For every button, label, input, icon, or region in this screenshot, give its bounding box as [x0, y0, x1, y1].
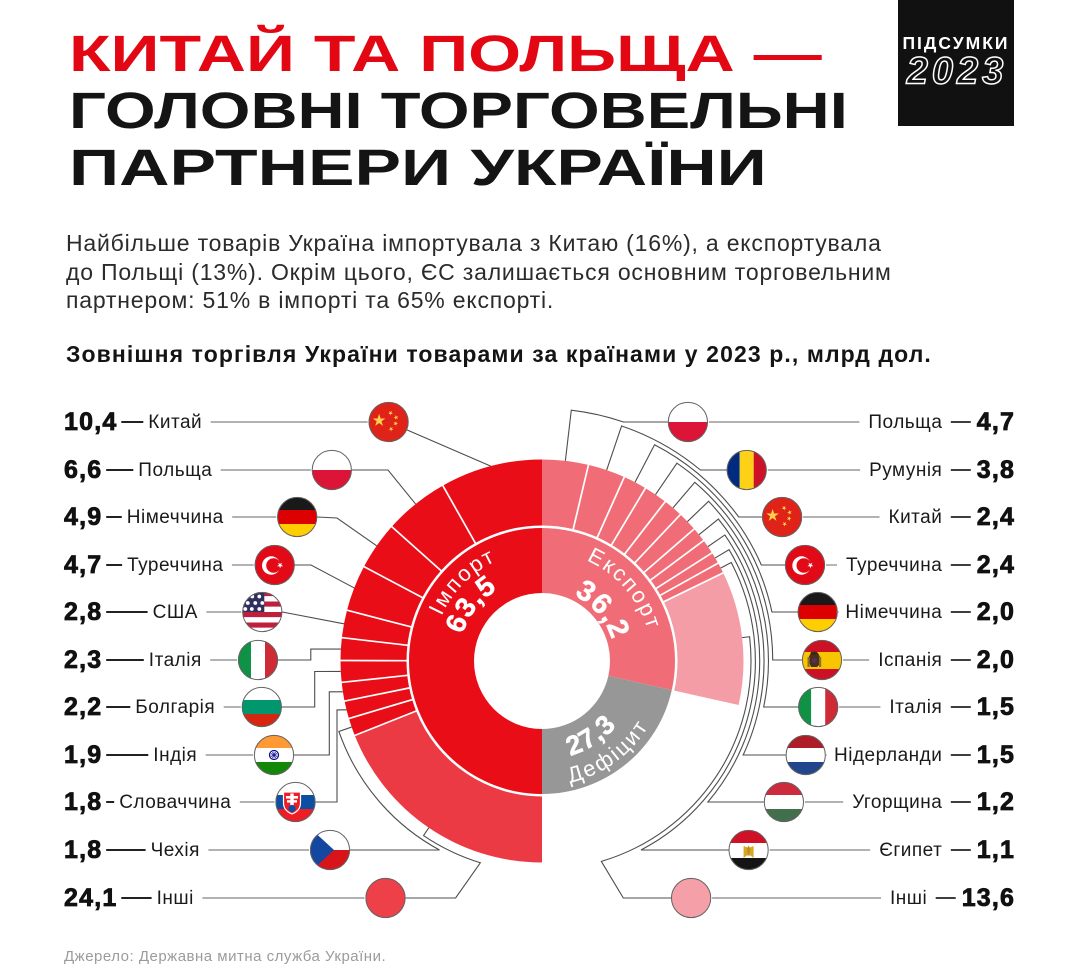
svg-text:Румунія: Румунія — [869, 460, 942, 481]
svg-text:10,4: 10,4 — [64, 408, 117, 436]
svg-text:США: США — [153, 602, 198, 623]
svg-text:Словаччина: Словаччина — [119, 792, 231, 813]
svg-text:Китай: Китай — [889, 507, 943, 528]
svg-text:Інші: Інші — [157, 888, 194, 909]
svg-text:4,7: 4,7 — [64, 551, 102, 579]
svg-text:Італія: Італія — [149, 650, 202, 671]
svg-text:Туреччина: Туреччина — [127, 555, 223, 576]
svg-text:1,1: 1,1 — [977, 836, 1015, 864]
svg-text:1,5: 1,5 — [977, 693, 1015, 721]
svg-text:2,2: 2,2 — [64, 693, 102, 721]
svg-text:1,2: 1,2 — [977, 788, 1015, 816]
svg-text:6,6: 6,6 — [64, 456, 102, 484]
svg-text:2,3: 2,3 — [64, 646, 102, 674]
svg-text:4,9: 4,9 — [64, 503, 102, 531]
svg-text:2023: 2023 — [906, 54, 1008, 93]
svg-text:Італія: Італія — [889, 697, 942, 718]
svg-text:2,0: 2,0 — [977, 598, 1015, 626]
svg-text:Болгарія: Болгарія — [135, 697, 215, 718]
svg-text:4,7: 4,7 — [977, 408, 1015, 436]
svg-text:Іспанія: Іспанія — [878, 650, 942, 671]
svg-text:Польща: Польща — [868, 412, 942, 433]
svg-text:3,8: 3,8 — [977, 456, 1015, 484]
svg-text:Індія: Індія — [153, 745, 197, 766]
svg-text:Польща: Польща — [138, 460, 212, 481]
svg-text:Єгипет: Єгипет — [879, 840, 942, 861]
svg-text:Нідерланди: Нідерланди — [834, 745, 942, 766]
svg-text:Туреччина: Туреччина — [846, 555, 942, 576]
svg-text:2,4: 2,4 — [977, 503, 1015, 531]
svg-text:1,8: 1,8 — [64, 788, 102, 816]
svg-text:2,8: 2,8 — [64, 598, 102, 626]
svg-text:Німеччина: Німеччина — [845, 602, 942, 623]
svg-text:1,8: 1,8 — [64, 836, 102, 864]
svg-text:Інші: Інші — [890, 888, 927, 909]
svg-text:13,6: 13,6 — [962, 884, 1015, 912]
svg-text:Китай: Китай — [148, 412, 202, 433]
svg-text:1,9: 1,9 — [64, 741, 102, 769]
svg-text:24,1: 24,1 — [64, 884, 117, 912]
svg-text:Угорщина: Угорщина — [852, 792, 942, 813]
svg-text:2,0: 2,0 — [977, 646, 1015, 674]
svg-text:Чехія: Чехія — [151, 840, 200, 861]
svg-text:2,4: 2,4 — [977, 551, 1015, 579]
svg-text:1,5: 1,5 — [977, 741, 1015, 769]
svg-text:Німеччина: Німеччина — [127, 507, 224, 528]
